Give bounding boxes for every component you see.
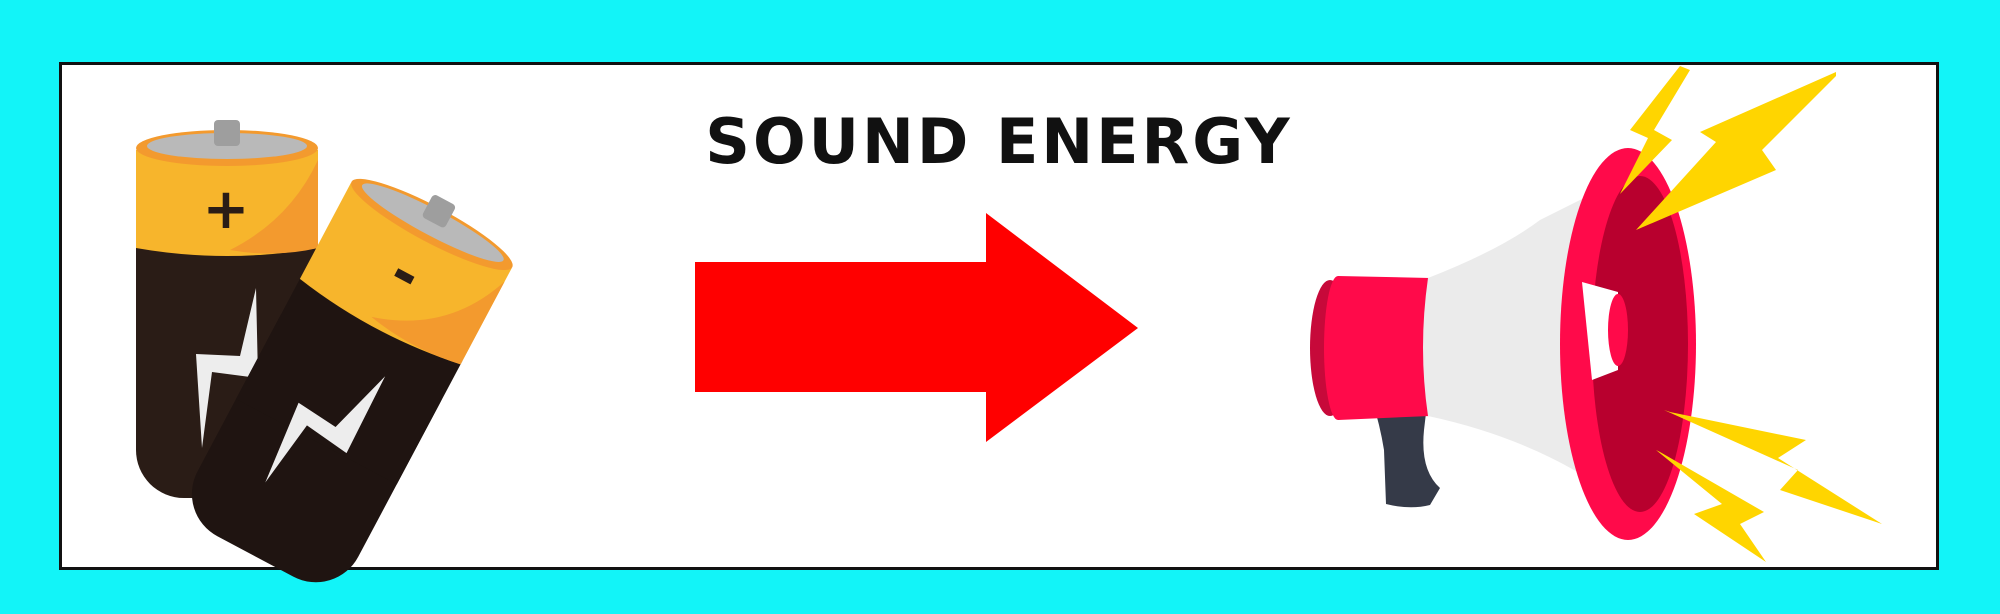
positive-symbol: + (203, 177, 250, 242)
diagram-title: SOUND ENERGY (705, 105, 1293, 178)
battery-negative: - (191, 178, 513, 583)
